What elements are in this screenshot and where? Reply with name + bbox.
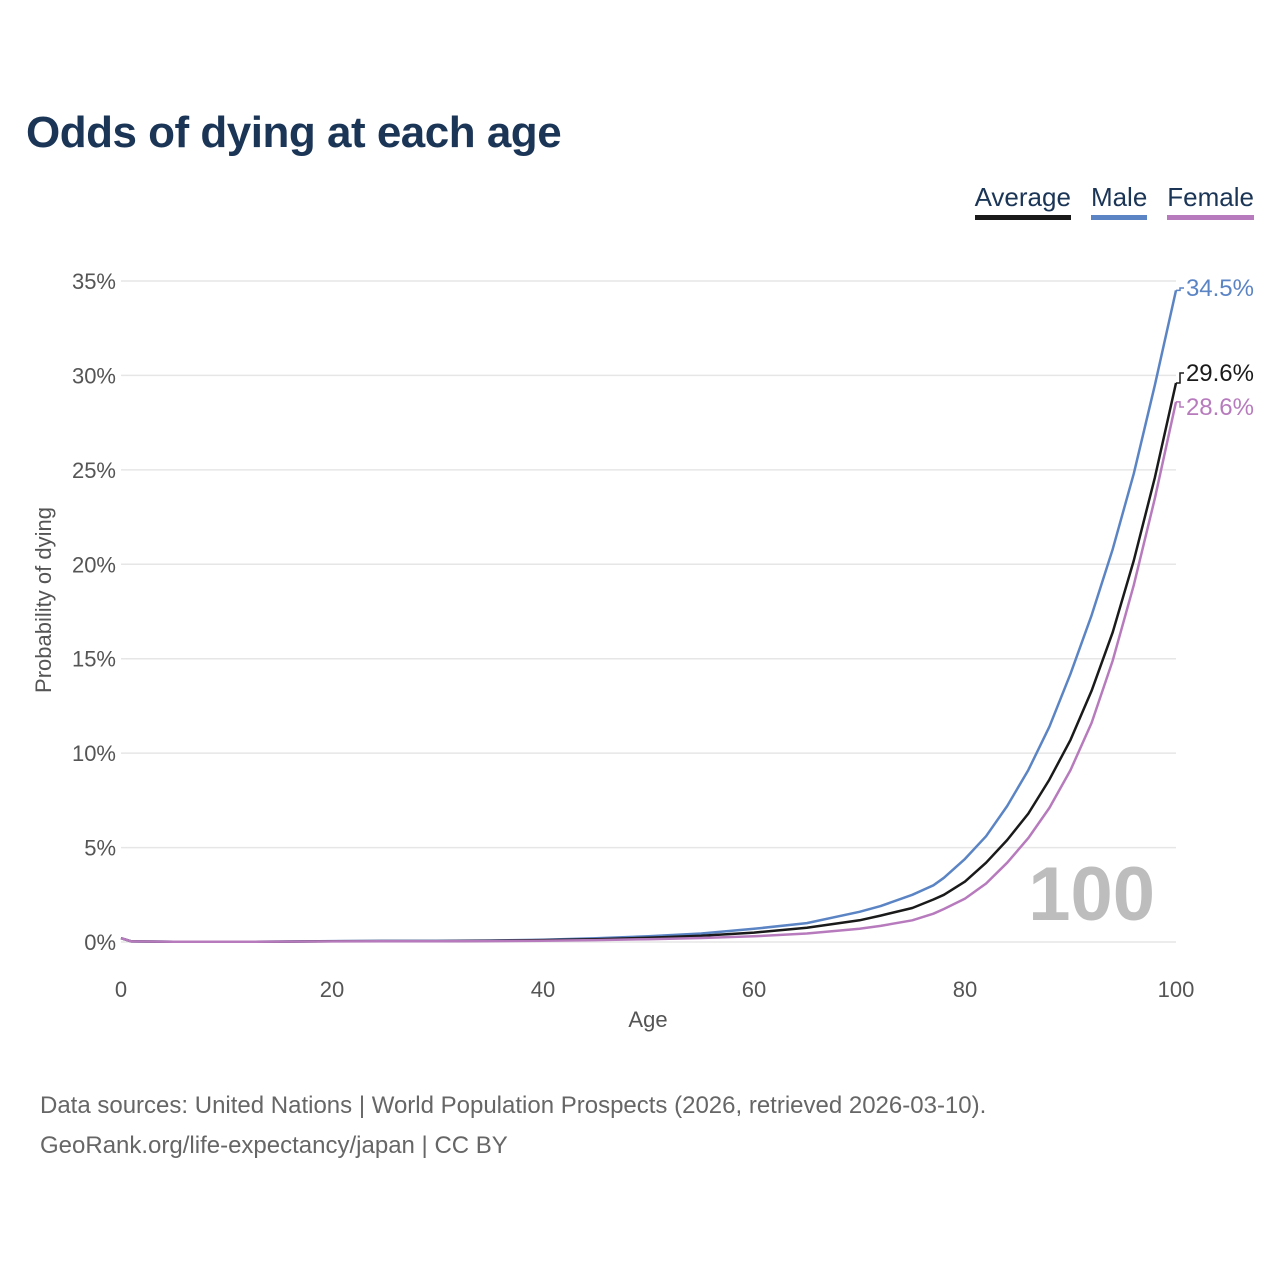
y-tick-label: 0% — [84, 930, 116, 955]
legend-item-male[interactable]: Male — [1090, 182, 1148, 220]
x-axis-ticks: 0 20 40 60 80 100 — [115, 977, 1194, 1002]
legend-item-average[interactable]: Average — [974, 182, 1071, 220]
y-tick-label: 5% — [84, 836, 116, 861]
end-label-leader-male — [1176, 287, 1184, 292]
x-tick-label: 40 — [531, 977, 555, 1002]
y-axis-label: Probability of dying — [31, 507, 56, 693]
current-age-watermark: 100 — [1028, 852, 1155, 937]
end-labels: 34.5% 29.6% 28.6% — [1176, 275, 1254, 421]
y-axis-ticks: 0% 5% 10% 15% 20% 25% 30% 35% — [72, 269, 116, 955]
x-tick-label: 100 — [1158, 977, 1195, 1002]
y-tick-label: 35% — [72, 269, 116, 294]
sources-line-1: Data sources: United Nations | World Pop… — [40, 1092, 987, 1119]
y-tick-label: 30% — [72, 363, 116, 388]
x-tick-label: 80 — [953, 977, 977, 1002]
x-tick-label: 60 — [742, 977, 766, 1002]
y-tick-label: 10% — [72, 741, 116, 766]
end-label-leader-average — [1176, 372, 1184, 384]
series-line-male — [120, 290, 1178, 944]
y-tick-label: 20% — [72, 552, 116, 577]
end-label-female: 28.6% — [1186, 394, 1254, 421]
legend: Average Male Female — [974, 182, 1254, 220]
chart-title: Odds of dying at each age — [26, 108, 562, 157]
y-tick-label: 25% — [72, 458, 116, 483]
x-tick-label: 0 — [115, 977, 127, 1002]
data-sources: Data sources: United Nations | World Pop… — [40, 1086, 986, 1166]
x-axis-label: Age — [628, 1007, 667, 1032]
end-label-average: 29.6% — [1186, 360, 1254, 387]
series-line-female — [120, 401, 1178, 944]
grid-lines — [121, 280, 1176, 943]
legend-item-female[interactable]: Female — [1167, 182, 1254, 220]
y-tick-label: 15% — [72, 647, 116, 672]
end-label-male: 34.5% — [1186, 275, 1254, 302]
series-line-average — [120, 382, 1178, 944]
series-lines — [120, 290, 1178, 944]
x-tick-label: 20 — [320, 977, 344, 1002]
end-label-leader-female — [1176, 401, 1184, 408]
sources-line-2[interactable]: GeoRank.org/life-expectancy/japan | CC B… — [40, 1132, 508, 1159]
